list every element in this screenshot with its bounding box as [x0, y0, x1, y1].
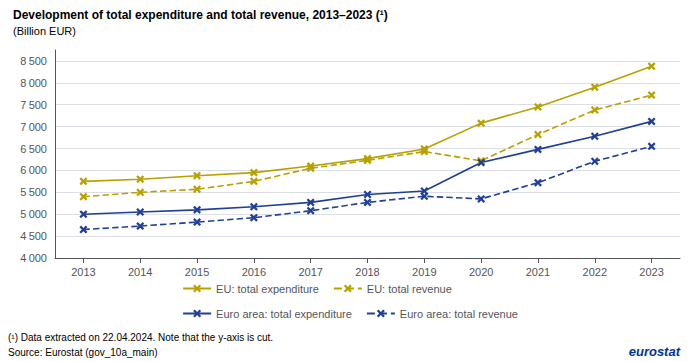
svg-text:7 000: 7 000: [20, 121, 47, 133]
svg-text:Euro area: total expenditure: Euro area: total expenditure: [216, 308, 352, 320]
svg-text:EU: total revenue: EU: total revenue: [367, 283, 452, 295]
svg-text:2017: 2017: [298, 266, 322, 278]
svg-text:4 000: 4 000: [20, 252, 47, 264]
svg-text:2023: 2023: [639, 266, 663, 278]
svg-text:2018: 2018: [355, 266, 379, 278]
svg-text:7 500: 7 500: [20, 99, 47, 111]
svg-text:5 500: 5 500: [20, 186, 47, 198]
svg-text:8 000: 8 000: [20, 77, 47, 89]
svg-text:Euro area: total revenue: Euro area: total revenue: [400, 308, 518, 320]
svg-text:eurostat: eurostat: [629, 344, 681, 359]
svg-text:2020: 2020: [469, 266, 493, 278]
svg-text:Source: Eurostat (gov_10a_main: Source: Eurostat (gov_10a_main): [8, 347, 158, 358]
svg-text:2013: 2013: [71, 266, 95, 278]
svg-text:2022: 2022: [583, 266, 607, 278]
svg-text:5 000: 5 000: [20, 208, 47, 220]
svg-text:8 500: 8 500: [20, 55, 47, 67]
svg-text:2014: 2014: [128, 266, 152, 278]
svg-text:Development of total expenditu: Development of total expenditure and tot…: [13, 8, 388, 22]
svg-text:6 500: 6 500: [20, 143, 47, 155]
svg-text:(Billion EUR): (Billion EUR): [13, 25, 76, 37]
svg-text:(¹) Data extracted on 22.04.20: (¹) Data extracted on 22.04.2024. Note t…: [8, 332, 273, 343]
svg-text:2015: 2015: [185, 266, 209, 278]
svg-text:6 000: 6 000: [20, 164, 47, 176]
svg-text:2016: 2016: [242, 266, 266, 278]
svg-text:4 500: 4 500: [20, 230, 47, 242]
svg-text:2021: 2021: [526, 266, 550, 278]
svg-text:EU: total expenditure: EU: total expenditure: [216, 283, 319, 295]
svg-text:2019: 2019: [412, 266, 436, 278]
